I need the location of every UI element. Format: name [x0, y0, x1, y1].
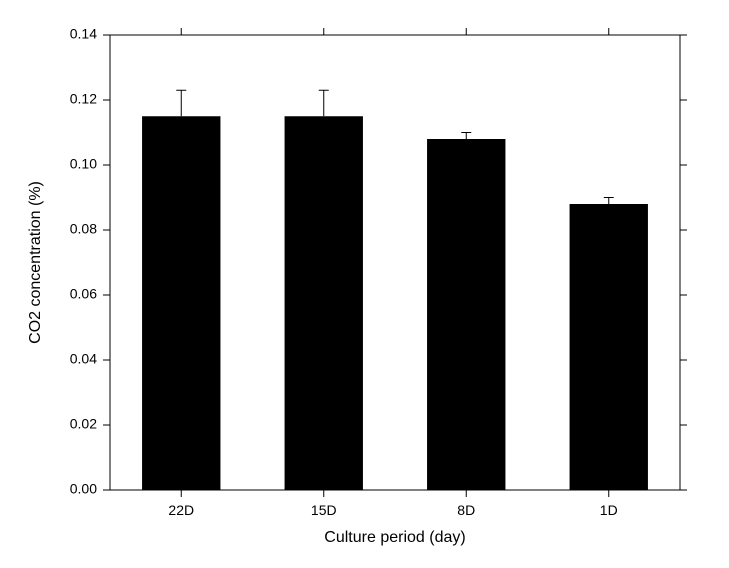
- chart-svg: 0.00 0.02 0.04 0.06 0.08 0.10 0.12 0.14 22D 15D 8D…: [0, 0, 729, 568]
- y-axis-label: CO2 concentration (%): [27, 181, 44, 344]
- x-tick-label: 1D: [600, 502, 618, 518]
- y-tick-label: 0.02: [70, 416, 97, 432]
- bar: [427, 139, 505, 490]
- y-tick-label: 0.00: [70, 481, 97, 497]
- x-tick-label: 22D: [168, 502, 194, 518]
- y-tick-label: 0.12: [70, 91, 97, 107]
- bar: [285, 116, 363, 490]
- y-tick-label: 0.08: [70, 221, 97, 237]
- y-tick-label: 0.14: [70, 26, 97, 42]
- y-tick-label: 0.06: [70, 286, 97, 302]
- x-tick-label: 8D: [457, 502, 475, 518]
- x-tick-label: 15D: [311, 502, 337, 518]
- x-axis-label: Culture period (day): [324, 529, 465, 546]
- y-tick-label: 0.10: [70, 156, 97, 172]
- bar: [570, 204, 648, 490]
- y-tick-label: 0.04: [70, 351, 97, 367]
- bar-chart: 0.00 0.02 0.04 0.06 0.08 0.10 0.12 0.14 22D 15D 8D…: [0, 0, 729, 568]
- bar: [142, 116, 220, 490]
